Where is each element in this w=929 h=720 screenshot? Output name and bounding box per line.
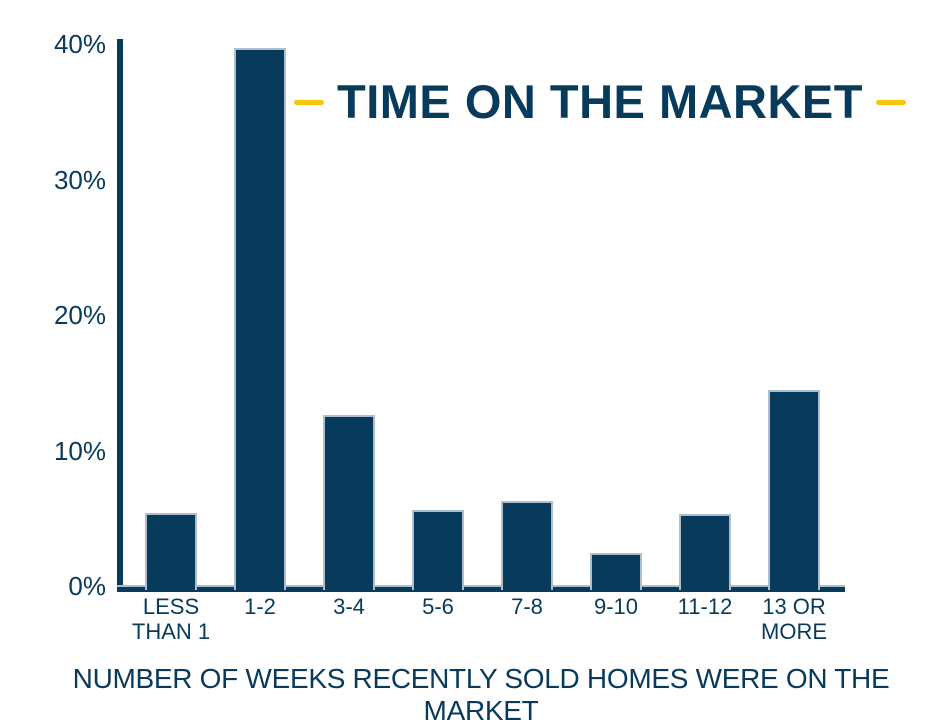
title-left-dash-icon xyxy=(294,99,324,105)
bar-9-10 xyxy=(590,553,642,590)
x-tick-label-13-or-more: 13 OR MORE xyxy=(761,594,827,644)
bar-3-4 xyxy=(323,415,375,590)
bar-13-or-more xyxy=(768,389,820,590)
chart-title-row: TIME ON THE MARKET xyxy=(290,74,910,130)
bar-less-than-1 xyxy=(145,512,197,590)
chart-title: TIME ON THE MARKET xyxy=(337,75,863,128)
y-axis-tick-label: 10% xyxy=(53,435,106,466)
y-axis-tick-label: 40% xyxy=(53,29,106,59)
title-right-dash-icon xyxy=(875,99,906,105)
y-axis-tick-label: 0% xyxy=(68,571,106,601)
bar-11-12 xyxy=(679,514,731,590)
bar-1-2 xyxy=(234,48,286,590)
x-tick-label-less-than-1: LESS THAN 1 xyxy=(131,594,211,644)
x-axis-line xyxy=(117,585,845,592)
x-tick-label-11-12: 11-12 xyxy=(677,594,733,619)
x-tick-label-9-10: 9-10 xyxy=(593,594,639,619)
x-tick-label-7-8: 7-8 xyxy=(511,594,543,619)
x-tick-label-3-4: 3-4 xyxy=(333,594,365,619)
bar-7-8 xyxy=(501,500,553,590)
x-axis-caption: NUMBER OF WEEKS RECENTLY SOLD HOMES WERE… xyxy=(72,663,890,720)
x-tick-label-5-6: 5-6 xyxy=(422,594,454,619)
y-axis-tick-label: 20% xyxy=(53,300,106,330)
bar-5-6 xyxy=(412,510,464,590)
y-axis-tick-label: 30% xyxy=(53,164,106,195)
y-axis-line xyxy=(117,39,123,592)
x-tick-label-1-2: 1-2 xyxy=(244,594,276,619)
